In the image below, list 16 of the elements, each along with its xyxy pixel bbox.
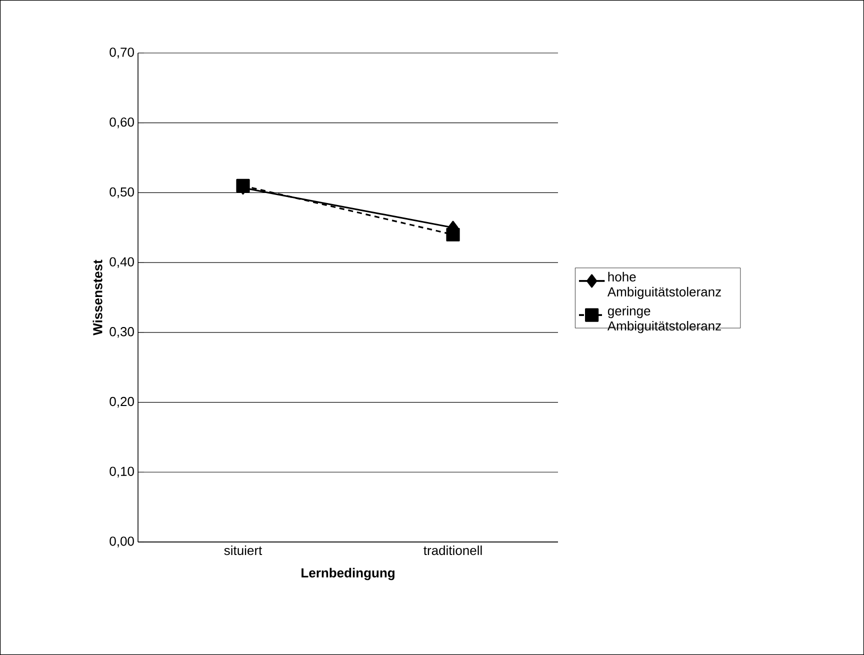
y-tick-label: 0,40 — [110, 257, 134, 268]
point — [446, 228, 460, 242]
y-tick-label: 0,60 — [110, 117, 134, 128]
y-tick-label: 0,50 — [110, 187, 134, 198]
point — [236, 178, 250, 193]
x-axis-title: Lernbedingung — [302, 568, 394, 580]
x-tick-label: traditionell — [424, 546, 482, 556]
legend-label: geringe Ambiguitätstoleranz — [607, 306, 721, 334]
y-tick-label: 0,00 — [110, 536, 134, 548]
y-tick-label: 0,20 — [110, 396, 134, 408]
y-tick-label: 0,30 — [110, 327, 134, 338]
x-tick-label: situiert — [224, 546, 262, 556]
y-axis-title: Wissenstest — [92, 260, 102, 336]
y-tick-label: 0,10 — [110, 466, 134, 478]
y-tick-label: 0,70 — [110, 48, 134, 58]
legend-label: hohe Ambiguitätstoleranz — [607, 272, 721, 300]
